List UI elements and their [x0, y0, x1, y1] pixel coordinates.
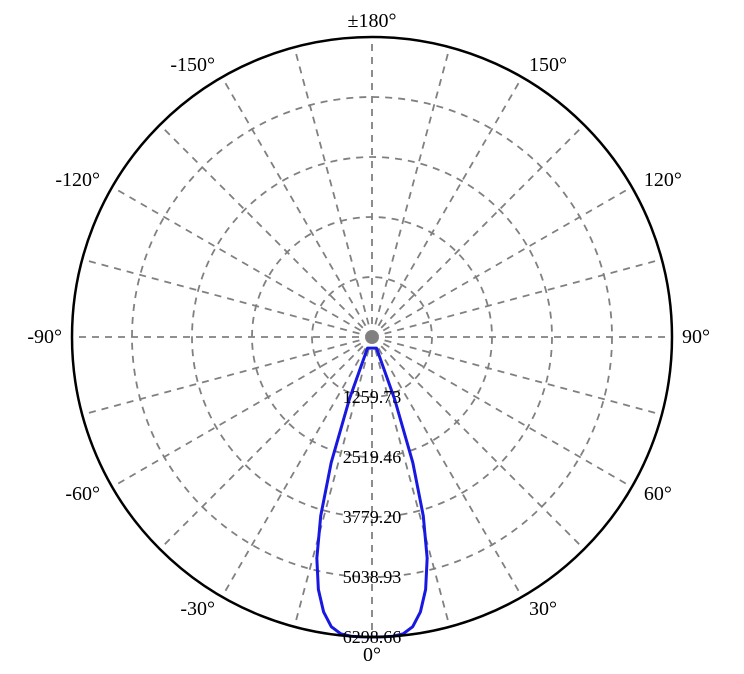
angle-label: -120°	[55, 169, 100, 191]
angle-label: 120°	[644, 169, 682, 191]
angle-label: 60°	[644, 483, 672, 505]
angle-label: 30°	[529, 598, 557, 620]
angle-label: -150°	[170, 54, 215, 76]
center-hub	[367, 332, 377, 342]
ring-label: 3779.20	[343, 507, 402, 527]
angle-label: 150°	[529, 54, 567, 76]
angle-label: 0°	[363, 644, 381, 666]
angle-label: 90°	[682, 326, 710, 348]
angle-label: -90°	[27, 326, 62, 348]
angle-label: -30°	[180, 598, 215, 620]
ring-label: 2519.46	[343, 447, 402, 467]
angle-label: ±180°	[348, 10, 397, 32]
polar-chart: 1259.732519.463779.205038.936298.66±180°…	[0, 0, 744, 674]
ring-label: 1259.73	[343, 387, 402, 407]
ring-label: 5038.93	[343, 567, 402, 587]
angle-label: -60°	[65, 483, 100, 505]
